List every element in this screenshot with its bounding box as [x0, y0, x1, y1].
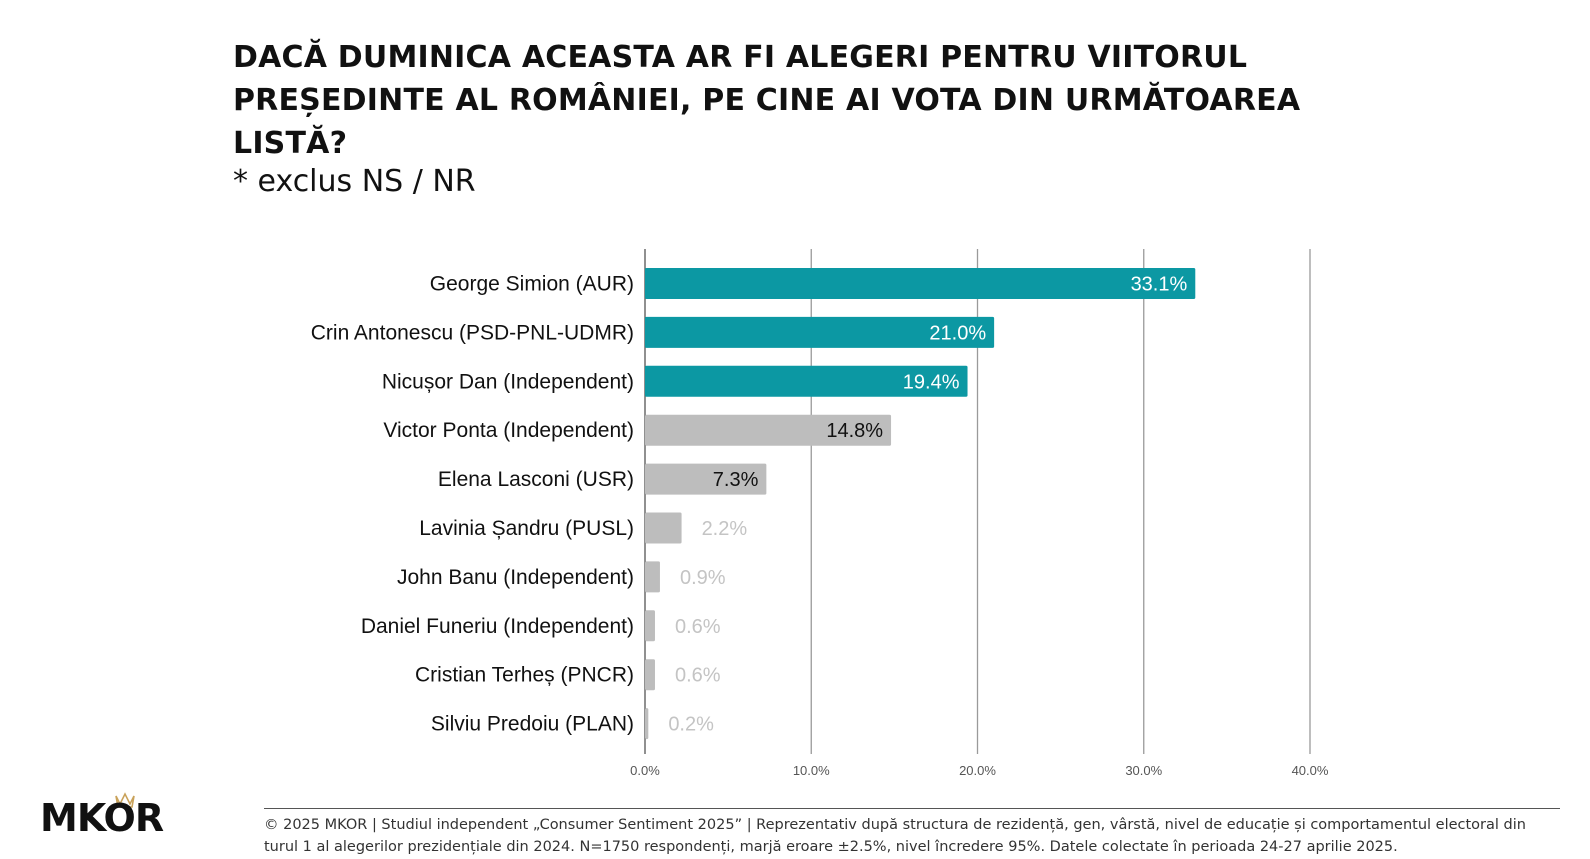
data-label: 0.2%	[668, 714, 714, 736]
x-tick-label: 10.0%	[793, 763, 830, 778]
data-label: 2.2%	[702, 518, 748, 540]
bar	[645, 365, 968, 397]
data-label: 0.6%	[675, 616, 721, 638]
x-tick-label: 0.0%	[630, 763, 660, 778]
chart-subtitle: * exclus NS / NR	[233, 164, 476, 199]
data-label: 33.1%	[1131, 274, 1188, 296]
category-label: Silviu Predoiu (PLAN)	[431, 713, 634, 736]
x-tick-label: 30.0%	[1125, 763, 1162, 778]
category-label: George Simion (AUR)	[430, 273, 634, 296]
bar	[645, 561, 660, 593]
category-label: Cristian Terheș (PNCR)	[415, 664, 634, 687]
logo-text: MKOR	[40, 796, 164, 840]
category-label: Daniel Funeriu (Independent)	[361, 615, 634, 638]
data-label: 21.0%	[929, 322, 986, 344]
category-label: John Banu (Independent)	[397, 566, 634, 589]
bar	[645, 414, 892, 446]
category-label: Crin Antonescu (PSD-PNL-UDMR)	[311, 321, 634, 344]
mkor-logo: MKOR	[40, 790, 190, 846]
chart-title: DACĂ DUMINICA ACEASTA AR FI ALEGERI PENT…	[233, 40, 1301, 161]
bar-chart: 0.0% 10.0% 20.0% 30.0% 40.0% George Simion (A…	[311, 249, 1329, 778]
category-label: Lavinia Șandru (PUSL)	[419, 517, 634, 540]
bar	[645, 463, 767, 495]
data-label: 19.4%	[903, 371, 960, 393]
bar	[645, 316, 995, 348]
category-label: Victor Ponta (Independent)	[383, 419, 634, 442]
data-label: 0.6%	[675, 665, 721, 687]
category-label: Nicușor Dan (Independent)	[382, 370, 634, 393]
data-label: 7.3%	[713, 469, 759, 491]
footer-divider	[264, 808, 1560, 809]
bar	[645, 268, 1196, 299]
x-tick-label: 40.0%	[1292, 763, 1329, 778]
bar	[645, 610, 655, 642]
bar	[645, 659, 655, 691]
footnote: © 2025 MKOR | Studiul independent „Consu…	[264, 817, 1526, 855]
data-label: 14.8%	[826, 420, 883, 442]
crown-icon	[115, 792, 135, 808]
x-tick-label: 20.0%	[959, 763, 996, 778]
bar	[645, 512, 682, 544]
category-label: Elena Lasconi (USR)	[438, 468, 634, 491]
data-label: 0.9%	[680, 567, 726, 589]
bar	[645, 708, 649, 740]
